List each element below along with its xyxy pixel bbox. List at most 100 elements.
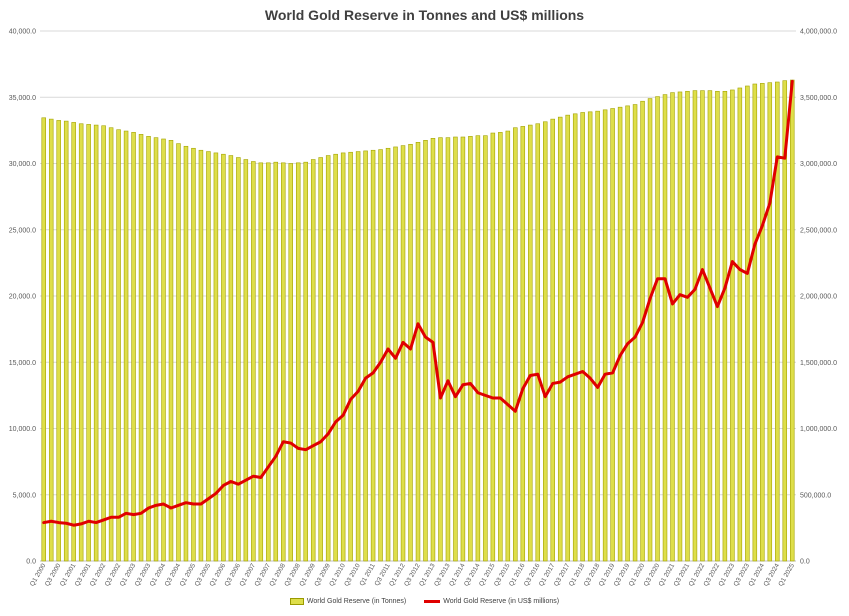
bar [78, 123, 84, 562]
bar [288, 163, 293, 562]
bar [737, 87, 743, 562]
y-tick-label-left: 30,000.0 [9, 161, 36, 168]
bar [318, 157, 323, 562]
bar [685, 90, 690, 562]
legend-label-usd: World Gold Reserve (in US$ millions) [443, 598, 560, 605]
bar [228, 155, 234, 562]
bar [303, 161, 308, 562]
bar [266, 162, 271, 562]
bar [385, 147, 391, 562]
bar [333, 153, 338, 562]
bar [468, 136, 473, 562]
tonnes-bars [41, 79, 795, 562]
bar [101, 125, 106, 562]
bar [528, 124, 533, 562]
bar [310, 159, 316, 562]
legend-swatch-tonnes [289, 598, 304, 605]
bar [183, 145, 189, 562]
bar [745, 85, 750, 562]
bar [610, 108, 615, 562]
y-tick-label-left: 25,000.0 [9, 227, 36, 234]
y-tick-label-left: 0.0 [26, 559, 36, 566]
bar [752, 83, 758, 562]
bar [670, 92, 675, 562]
y-tick-label-left: 40,000.0 [9, 29, 36, 36]
bar [108, 127, 114, 562]
bar [378, 149, 383, 562]
bar [640, 100, 645, 562]
bar [520, 126, 526, 562]
y-tick-label-right: 1,500,000.0 [800, 360, 837, 367]
bar [71, 122, 76, 562]
bar [198, 149, 204, 562]
legend-item-usd: World Gold Reserve (in US$ millions) [424, 598, 559, 605]
bar [438, 137, 443, 562]
bar [363, 150, 368, 562]
bar [557, 116, 563, 562]
bar [93, 124, 99, 562]
y-tick-label-right: 0.0 [800, 559, 810, 566]
y-axis-left: 0.0 5,000.0 10,000.0 15,000.0 20,000.0 25,000… [9, 29, 36, 566]
y-tick-label-left: 20,000.0 [9, 294, 36, 301]
legend-label-tonnes: World Gold Reserve (in Tonnes) [306, 598, 407, 605]
bar [587, 111, 593, 562]
bar [348, 151, 353, 562]
bar [370, 149, 376, 562]
y-tick-label-right: 500,000.0 [800, 492, 831, 499]
bar [692, 90, 698, 562]
bar [565, 114, 570, 562]
y-tick-label-right: 1,000,000.0 [800, 426, 837, 433]
bar [236, 157, 241, 562]
usd-series-line [42, 79, 794, 527]
bar [513, 127, 518, 562]
bar [550, 118, 555, 562]
bar [281, 162, 286, 562]
bar [790, 79, 795, 562]
bar [86, 124, 91, 562]
bar [580, 112, 585, 562]
bar [722, 90, 728, 562]
bar [445, 137, 451, 562]
bar [116, 129, 121, 562]
bar [662, 94, 668, 562]
bar [41, 117, 46, 562]
bar [138, 134, 144, 562]
y-tick-label-left: 35,000.0 [9, 95, 36, 102]
y-tick-label-right: 2,500,000.0 [800, 227, 837, 234]
bar [258, 162, 264, 562]
bar [340, 152, 346, 562]
bar [243, 159, 249, 562]
bar [595, 110, 600, 562]
bar [647, 98, 653, 562]
bar [415, 142, 421, 562]
bar [251, 161, 256, 562]
bar [775, 81, 780, 562]
y-tick-label-right: 4,000,000.0 [800, 29, 837, 36]
bar [700, 90, 705, 562]
bar [617, 106, 623, 562]
bar [213, 152, 219, 562]
y-tick-label-right: 3,500,000.0 [800, 95, 837, 102]
bar [206, 151, 211, 562]
y-tick-label-left: 10,000.0 [9, 426, 36, 433]
bar [460, 136, 466, 562]
bar [730, 89, 735, 562]
bar [153, 137, 159, 562]
bar [273, 161, 279, 562]
legend-item-tonnes: World Gold Reserve (in Tonnes) [289, 598, 407, 605]
bar [535, 123, 541, 562]
bar [423, 140, 428, 562]
bar [400, 145, 406, 562]
y-tick-label-left: 15,000.0 [9, 360, 36, 367]
legend: World Gold Reserve (in Tonnes) World Gol… [0, 598, 849, 605]
legend-swatch-usd [424, 600, 441, 603]
bar [168, 140, 174, 562]
bar [123, 130, 129, 562]
bar [498, 132, 503, 562]
bar [146, 136, 151, 562]
bar [625, 105, 630, 562]
bar [295, 162, 301, 562]
bar [602, 109, 608, 562]
y-axis-right: 0.0 500,000.0 1,000,000.0 1,500,000.0 2,000,… [800, 29, 837, 566]
chart-title: World Gold Reserve in Tonnes and US$ mil… [264, 7, 585, 23]
